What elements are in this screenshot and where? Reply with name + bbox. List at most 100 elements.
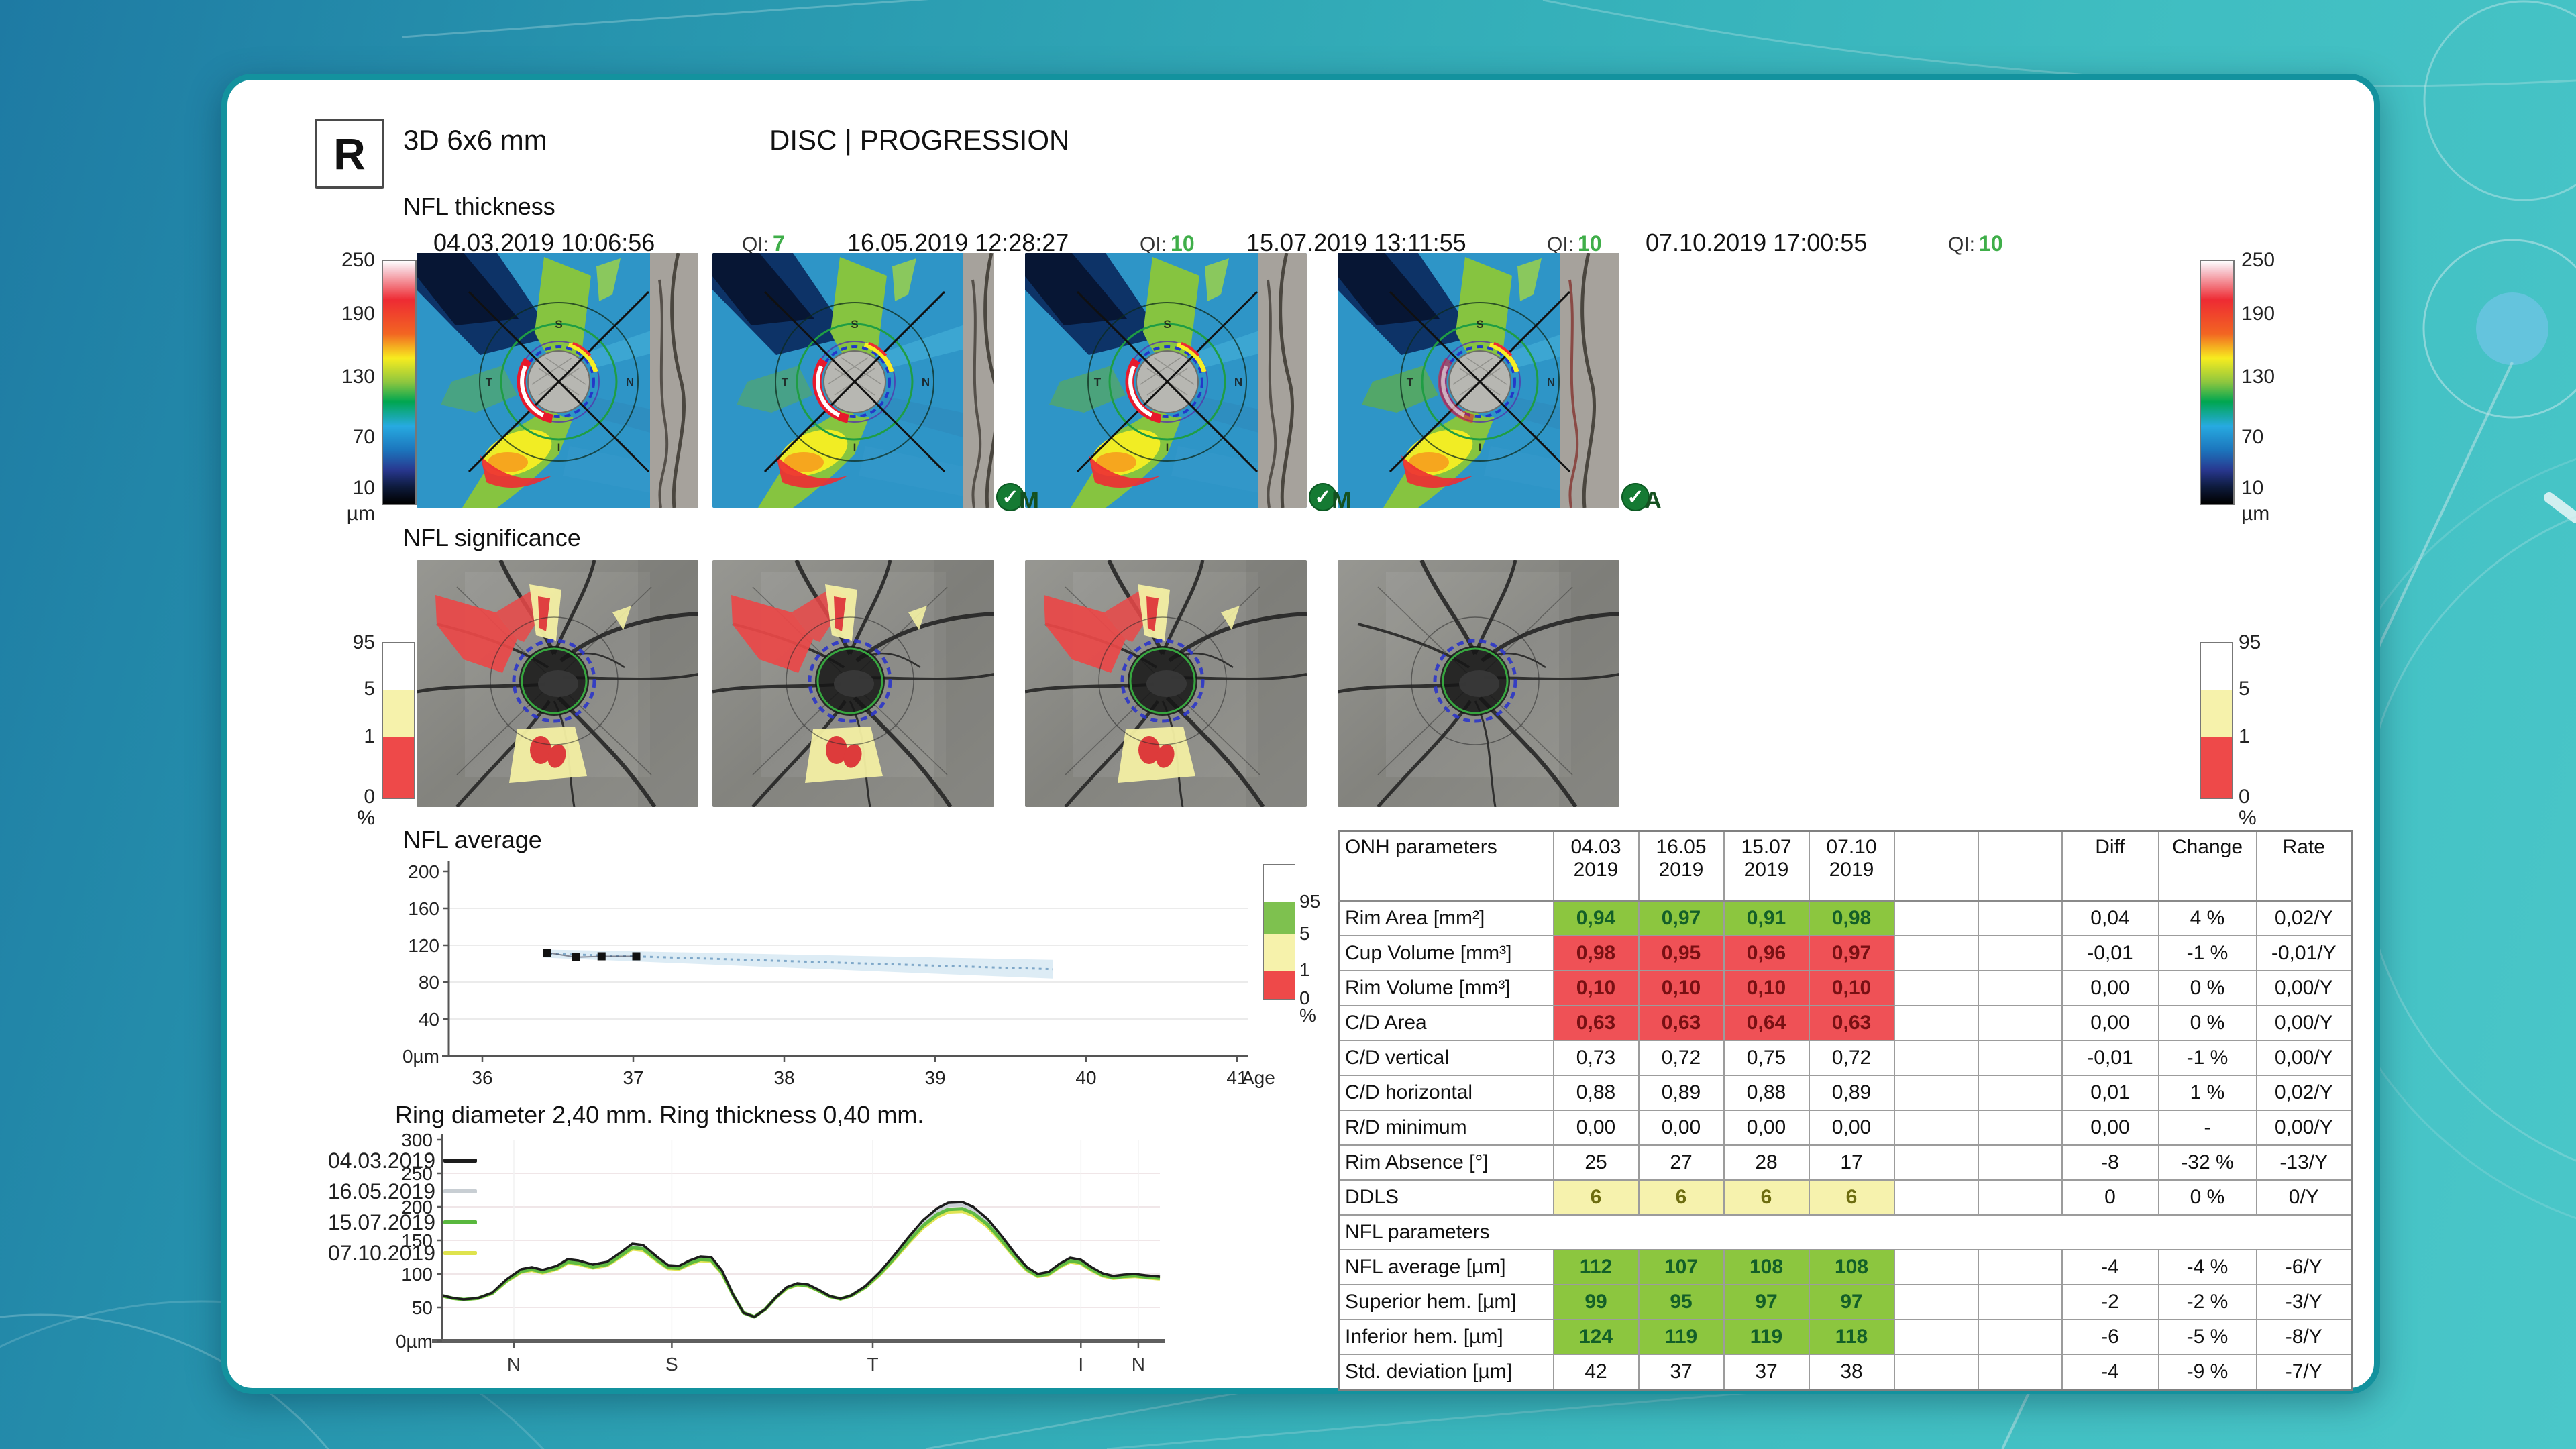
thickness-scale-tick: 130 [341,365,375,388]
parameter-value: 6 [1552,1179,1640,1216]
parameter-value: 108 [1723,1249,1810,1285]
svg-text:I: I [1479,441,1482,454]
rate-value: 0,02/Y [2255,900,2353,936]
empty-cell [1977,1005,2063,1041]
parameter-value: 0,91 [1723,900,1810,936]
svg-text:I: I [557,441,561,454]
svg-text:40: 40 [1075,1067,1096,1088]
svg-text:T: T [867,1354,878,1375]
significance-color-scale [2200,642,2233,799]
parameter-value: 0,89 [1808,1075,1895,1111]
parameter-label: Superior hem. [µm] [1338,1284,1554,1320]
table-row: C/D horizontal 0,88 0,89 0,88 0,89 0,01 1 % 0,0… [1338,1075,2353,1111]
badge-letter: A [1644,486,1662,514]
change-value: - [2157,1110,2257,1146]
empty-cell [1977,1284,2063,1320]
legend-date: 16.05.2019 [327,1179,435,1203]
significance-color-scale-tick: 95 [2239,631,2261,653]
rate-value: 0,00/Y [2255,970,2353,1006]
tsnit-legend: 04.03.2019 16.05.2019 15.07.2019 07.10.2… [274,1145,477,1269]
parameter-value: 118 [1808,1319,1895,1355]
scan-date: 04.03.2019 10:06:56 [433,229,655,256]
scan-quality-index: QI: 10 [1948,231,2003,256]
change-value: -1 % [2157,935,2257,971]
significance-color-scale-tick: 1 [2239,725,2250,748]
svg-text:T: T [1407,376,1414,388]
rate-value: 0,00/Y [2255,1005,2353,1041]
scan-quality-index: QI: 10 [1547,231,1602,256]
nfl-thickness-map: S N I T [712,253,994,508]
parameter-value: 0,88 [1552,1075,1640,1111]
thickness-scale-tick: 10 [352,477,375,500]
parameter-value: 0,10 [1552,970,1640,1006]
nfl-significance-map [712,560,994,807]
nfl-thickness-map: S N I T [1338,253,1619,508]
table-row: Rim Absence [°] 25 27 28 17 -8 -32 % -13/Y [1338,1144,2353,1181]
table-header-cell: Diff [2061,830,2159,902]
change-value: -2 % [2157,1284,2257,1320]
rate-value: -6/Y [2255,1249,2353,1285]
svg-text:160: 160 [408,898,439,919]
section-nfl-thickness: NFL thickness [403,193,555,220]
legend-date: 15.07.2019 [327,1210,435,1234]
scan-date: 07.10.2019 17:00:55 [1646,229,1868,256]
table-section-label: NFL parameters [1338,1214,2353,1250]
diff-value: -4 [2061,1354,2159,1391]
legend-item: 15.07.2019 [274,1207,477,1238]
empty-cell [1977,1040,2063,1076]
section-nfl-average: NFL average [403,826,542,853]
thickness-scale-tick: 70 [352,426,375,449]
diff-value: 0,00 [2061,1110,2159,1146]
nfl-significance-map [1338,560,1619,807]
svg-text:S: S [555,318,562,331]
diff-value: 0 [2061,1179,2159,1216]
parameter-value: 6 [1808,1179,1895,1216]
parameter-label: DDLS [1338,1179,1554,1216]
svg-text:I: I [1166,441,1169,454]
diff-value: -8 [2061,1144,2159,1181]
parameter-value: 0,63 [1808,1005,1895,1041]
parameter-value: 0,73 [1552,1040,1640,1076]
parameter-value: 37 [1723,1354,1810,1391]
table-row: Rim Area [mm²] 0,94 0,97 0,91 0,98 0,04 4 % 0,0… [1338,900,2353,936]
svg-text:38: 38 [773,1067,794,1088]
parameter-value: 28 [1723,1144,1810,1181]
parameter-value: 17 [1808,1144,1895,1181]
onh-parameters-table-wrap: ONH parameters 04.03 2019 16.05 2019 15.07 … [1338,830,2353,1391]
parameter-value: 27 [1638,1144,1725,1181]
parameter-value: 0,95 [1638,935,1725,971]
scan-status-badge: ✓ M [996,480,1039,515]
parameter-label: NFL average [µm] [1338,1249,1554,1285]
parameter-label: Inferior hem. [µm] [1338,1319,1554,1355]
change-value: 0 % [2157,1005,2257,1041]
diff-value: -0,01 [2061,935,2159,971]
svg-text:250: 250 [401,1163,433,1184]
parameter-value: 0,64 [1723,1005,1810,1041]
thickness-color-scale [2200,260,2235,505]
nfl-significance-map [1025,560,1307,807]
significance-color-scale-tick: 5 [2239,678,2250,700]
table-section-row: NFL parameters [1338,1214,2353,1250]
empty-cell [1893,970,1979,1006]
parameter-label: Rim Volume [mm³] [1338,970,1554,1006]
checkmark-icon: ✓ [1621,483,1650,511]
legend-date: 04.03.2019 [327,1148,435,1173]
parameter-label: Std. deviation [µm] [1338,1354,1554,1391]
svg-text:N: N [1132,1354,1145,1375]
parameter-value: 0,98 [1552,935,1640,971]
parameter-value: 25 [1552,1144,1640,1181]
table-header-cell: 16.05 2019 [1638,830,1725,902]
empty-cell [1893,900,1979,936]
empty-cell [1893,1144,1979,1181]
significance-color-scale [382,642,415,799]
parameter-value: 0,10 [1638,970,1725,1006]
empty-cell [1893,1284,1979,1320]
thickness-scale-unit: µm [346,502,375,525]
table-row: Rim Volume [mm³] 0,10 0,10 0,10 0,10 0,00 0 % 0… [1338,970,2353,1006]
checkmark-icon: ✓ [1309,483,1337,511]
svg-text:N: N [626,376,634,388]
scan-quality-index: QI: 10 [1140,231,1195,256]
table-header-cell: 07.10 2019 [1808,830,1895,902]
thickness-color-scale [382,260,417,505]
empty-cell [1893,1075,1979,1111]
